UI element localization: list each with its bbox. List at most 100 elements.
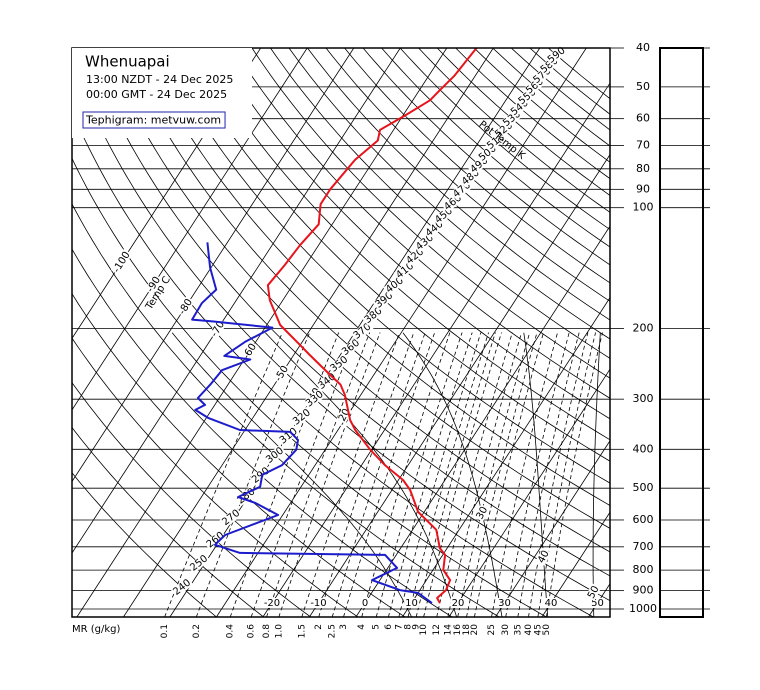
mixing-ratio-line [407,332,489,617]
isotherm-label-backdrop [404,598,419,608]
mixing-ratio-line [301,332,400,617]
isentrope [72,61,610,602]
isotherm-label: 30 [498,598,511,609]
isotherm-label-backdrop [450,598,466,608]
isentrope [251,48,610,379]
mixing-ratio-line [398,332,482,617]
mixing-ratio-label: 20 [470,624,480,636]
isentrope-label-backdrop [303,388,326,410]
annotation: Tephigram: metvuw.com [85,114,221,127]
isotherm-label-backdrop [272,363,291,384]
isotherm [309,153,610,617]
isotherm-label: 40 [545,598,558,609]
isentrope [72,337,359,617]
isentrope-label-backdrop [249,464,273,486]
isotherm [72,48,355,483]
saturated-adiabat [523,332,549,617]
isentrope [418,48,610,213]
mixing-ratio-label: 6 [384,624,394,630]
mixing-ratio-label: 16 [453,624,463,636]
mixing-ratio-label: 45 [533,624,543,635]
mixing-ratio-label: 0.1 [160,624,170,638]
mixing-ratio-label: 0.8 [262,624,272,639]
mixing-ratio-line [164,332,283,617]
isentrope [177,48,610,462]
mixing-ratio-line [388,332,473,617]
mixing-ratio-line [375,332,463,617]
isotherm-label-backdrop [144,273,163,295]
isentrope-label-backdrop [170,576,194,598]
saturated-adiabat-label-backdrop [474,504,490,522]
y-tick-label: 800 [633,563,654,576]
isentrope-label-backdrop [263,444,287,466]
isentrope-label-backdrop [327,353,351,375]
mixing-ratio-label: 4 [357,624,367,630]
isentrope [233,48,610,399]
isotherm [72,48,262,340]
isotherm [216,48,587,617]
isentrope [381,48,610,248]
profiles [191,48,478,604]
mixing-ratio-line [229,332,340,617]
y-tick-label: 600 [633,513,654,526]
isotherm-label-backdrop [262,598,282,608]
isotherm [72,48,308,411]
isentrope [159,48,610,484]
isentrope-label-backdrop [350,320,374,342]
y-tick-label: 400 [633,442,654,455]
mixing-ratio-title: MR (g/kg) [72,624,121,635]
mixing-ratio-label: 0.4 [226,624,236,639]
temperature-profile [266,48,478,604]
mixing-ratio-line [423,332,502,617]
isotherm [402,296,610,617]
isentrope [72,292,406,617]
mixing-ratio-label: 2.5 [328,624,338,638]
mixing-ratio-label: 35 [513,624,523,635]
mixing-ratio-line [546,332,603,617]
isentrope-label-backdrop [219,507,243,529]
mixing-ratio-label: 40 [524,624,534,636]
isentrope [362,48,610,266]
isentrope [455,48,610,180]
isotherm [495,439,610,617]
annotation-box [82,111,226,129]
isentrope-label-backdrop [545,44,568,66]
mixing-ratio-label: 5 [372,624,382,630]
mixing-ratio-line [537,332,596,617]
isentrope [72,426,264,617]
y-tick-label: 200 [633,321,654,334]
isentrope [492,48,610,147]
saturated-adiabat [171,332,413,617]
isentrope [103,48,610,553]
mixing-ratio-line [250,332,357,617]
isentrope-label-backdrop [339,336,363,358]
isotherm-label-backdrop [590,598,605,608]
dewpoint-profile [191,242,433,604]
mixing-ratio-label: 0.6 [247,624,257,639]
isentrope [473,48,610,163]
isentrope-label-backdrop [187,552,211,574]
isotherm-label: -20 [264,598,280,609]
y-tick-label: 1000 [629,602,657,615]
isentrope [288,48,610,340]
isentrope [214,48,610,420]
y-tick-label: 500 [633,481,654,494]
isotherm [448,368,610,617]
mixing-ratio-label: 30 [501,624,511,636]
mixing-ratio-label: 7 [394,624,404,630]
mixing-ratio-label: 8 [403,624,413,630]
isotherm-label-backdrop [208,318,227,340]
isotherm-label-backdrop [110,249,133,276]
saturated-adiabat-label-backdrop [535,547,552,566]
isentrope-label-backdrop [203,529,227,551]
mixing-ratio-label: 9 [412,624,422,630]
isotherm-label: 20 [452,598,465,609]
y-tick-label: 300 [633,392,654,405]
isentrope [72,157,547,617]
isotherm-label-backdrop [497,598,512,608]
isentrope [84,48,610,577]
saturated-adiabat-label: 50 [586,584,602,600]
isentrope [325,48,610,302]
isentrope [344,48,610,284]
mixing-ratio-label: 2 [314,624,324,630]
